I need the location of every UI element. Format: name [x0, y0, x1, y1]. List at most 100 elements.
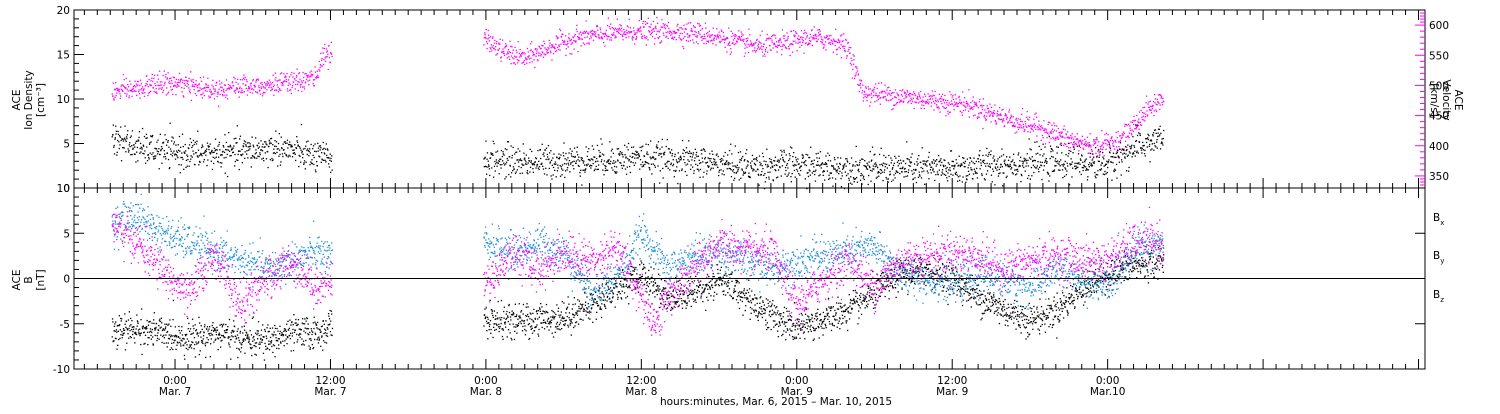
data-point-velocity	[935, 97, 937, 99]
data-point-ion-density	[601, 159, 603, 161]
data-point-velocity	[607, 35, 609, 38]
data-point-ion-density	[632, 156, 634, 158]
data-point-ion-density	[684, 162, 686, 164]
data-point-ion-density	[649, 156, 651, 158]
data-point-velocity	[207, 77, 209, 79]
data-point-ion-density	[500, 167, 502, 169]
data-point-ion-density	[160, 146, 163, 148]
data-point-ion-density	[217, 145, 219, 147]
data-point-ion-density	[201, 144, 203, 146]
data-point-velocity	[588, 42, 590, 44]
data-point-ion-density	[1074, 162, 1076, 164]
data-point-velocity	[623, 28, 625, 31]
data-point-velocity	[115, 82, 117, 84]
data-point-ion-density	[517, 148, 519, 150]
data-point-ion-density	[215, 156, 217, 158]
data-point-ion-density	[612, 152, 614, 154]
data-point-ion-density	[1140, 147, 1142, 149]
data-point-velocity	[526, 47, 529, 50]
data-point-velocity	[211, 93, 214, 95]
data-point-ion-density	[562, 152, 564, 154]
data-point-velocity	[595, 31, 597, 33]
data-point-velocity	[1129, 125, 1131, 127]
data-point-ion-density	[797, 163, 799, 165]
data-point-velocity	[1117, 148, 1119, 151]
data-point-velocity	[850, 57, 852, 59]
data-point-velocity	[141, 92, 143, 94]
data-point-velocity	[272, 74, 274, 76]
data-point-velocity	[933, 95, 935, 97]
data-point-velocity	[802, 36, 804, 39]
data-point-velocity	[900, 94, 902, 96]
data-point-velocity	[639, 27, 641, 29]
data-point-ion-density	[172, 137, 174, 139]
data-point-velocity	[1143, 106, 1146, 108]
data-point-ion-density	[998, 173, 1000, 175]
data-point-velocity	[645, 23, 647, 25]
data-point-ion-density	[1027, 177, 1029, 179]
data-point-velocity	[789, 44, 791, 46]
data-point-velocity	[223, 91, 225, 93]
data-point-velocity	[1000, 114, 1002, 116]
data-point-velocity	[218, 105, 220, 107]
data-point-velocity	[271, 88, 273, 90]
data-point-ion-density	[492, 140, 494, 142]
data-point-ion-density	[615, 166, 618, 168]
data-point-ion-density	[713, 161, 715, 163]
data-point-ion-density	[961, 164, 963, 166]
data-point-ion-density	[991, 162, 993, 165]
data-point-velocity	[559, 28, 561, 30]
data-point-velocity	[1029, 125, 1031, 127]
data-point-velocity	[575, 40, 577, 42]
data-point-velocity	[873, 86, 876, 88]
data-point-velocity	[772, 43, 775, 45]
data-point-velocity	[1135, 128, 1137, 130]
data-point-ion-density	[703, 149, 705, 151]
data-point-ion-density	[139, 142, 142, 145]
data-point-velocity	[1122, 135, 1124, 137]
data-point-velocity	[624, 33, 626, 35]
data-point-bx	[210, 343, 212, 345]
data-point-ion-density	[828, 178, 830, 180]
data-point-velocity	[812, 38, 814, 40]
data-point-velocity	[990, 121, 992, 123]
data-point-velocity	[497, 49, 499, 51]
data-point-velocity	[633, 33, 635, 36]
data-point-velocity	[1115, 131, 1117, 134]
data-point-velocity	[810, 36, 812, 38]
data-point-bx	[156, 337, 159, 339]
data-point-ion-density	[565, 152, 567, 155]
data-point-velocity	[931, 102, 933, 104]
data-point-velocity	[270, 86, 272, 89]
data-point-velocity	[564, 43, 566, 45]
data-point-ion-density	[876, 165, 878, 167]
data-point-ion-density	[493, 142, 495, 145]
data-point-velocity	[1145, 95, 1148, 97]
data-point-bx	[174, 335, 176, 338]
data-point-velocity	[830, 34, 832, 37]
data-point-velocity	[1132, 120, 1134, 122]
data-point-velocity	[319, 66, 321, 69]
data-point-bx	[141, 353, 143, 356]
data-point-ion-density	[1002, 172, 1004, 174]
data-point-velocity	[570, 43, 572, 45]
data-point-velocity	[941, 93, 944, 95]
data-point-velocity	[554, 51, 557, 53]
data-point-ion-density	[268, 145, 270, 148]
data-point-velocity	[842, 40, 844, 42]
data-point-velocity	[917, 98, 919, 100]
data-point-ion-density	[145, 137, 147, 139]
data-point-velocity	[199, 89, 201, 92]
data-point-velocity	[1020, 127, 1022, 129]
data-point-ion-density	[685, 152, 687, 154]
data-point-velocity	[262, 86, 264, 88]
data-point-velocity	[642, 20, 644, 22]
data-point-ion-density	[823, 170, 825, 172]
data-point-velocity	[151, 77, 153, 79]
data-point-velocity	[1156, 110, 1158, 113]
data-point-velocity	[126, 93, 128, 95]
data-point-velocity	[853, 55, 855, 57]
data-point-ion-density	[164, 156, 167, 158]
data-point-ion-density	[1007, 159, 1010, 161]
data-point-ion-density	[191, 156, 193, 158]
